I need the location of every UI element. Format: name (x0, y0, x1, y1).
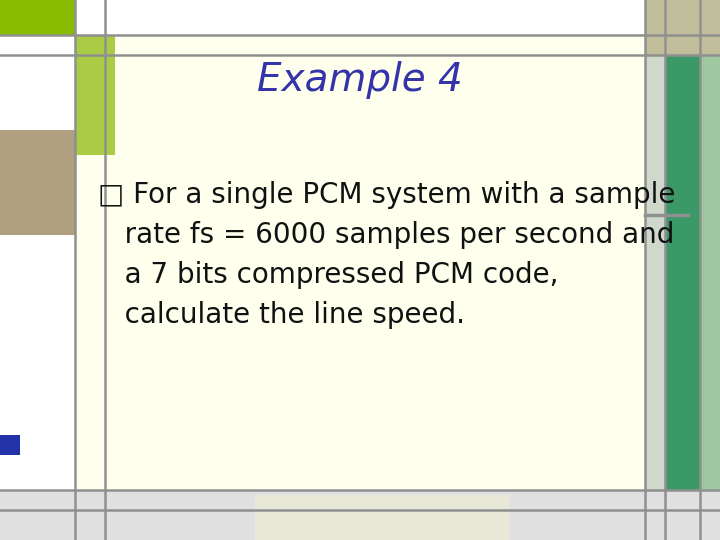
Text: □ For a single PCM system with a sample: □ For a single PCM system with a sample (98, 181, 675, 209)
Text: rate fs = 6000 samples per second and: rate fs = 6000 samples per second and (98, 221, 675, 249)
Bar (0, 435, 20, 455)
Bar (700, 55, 720, 490)
Bar (665, 55, 700, 490)
Text: a 7 bits compressed PCM code,: a 7 bits compressed PCM code, (98, 261, 559, 289)
Bar (645, 55, 665, 490)
Bar (255, 495, 510, 540)
Bar (0, 130, 75, 235)
Bar (75, 35, 115, 155)
Bar (645, 0, 720, 55)
Bar (75, 35, 645, 490)
Text: calculate the line speed.: calculate the line speed. (98, 301, 465, 329)
Bar (0, 490, 720, 540)
Text: Example 4: Example 4 (257, 61, 463, 99)
Bar (0, 0, 75, 35)
